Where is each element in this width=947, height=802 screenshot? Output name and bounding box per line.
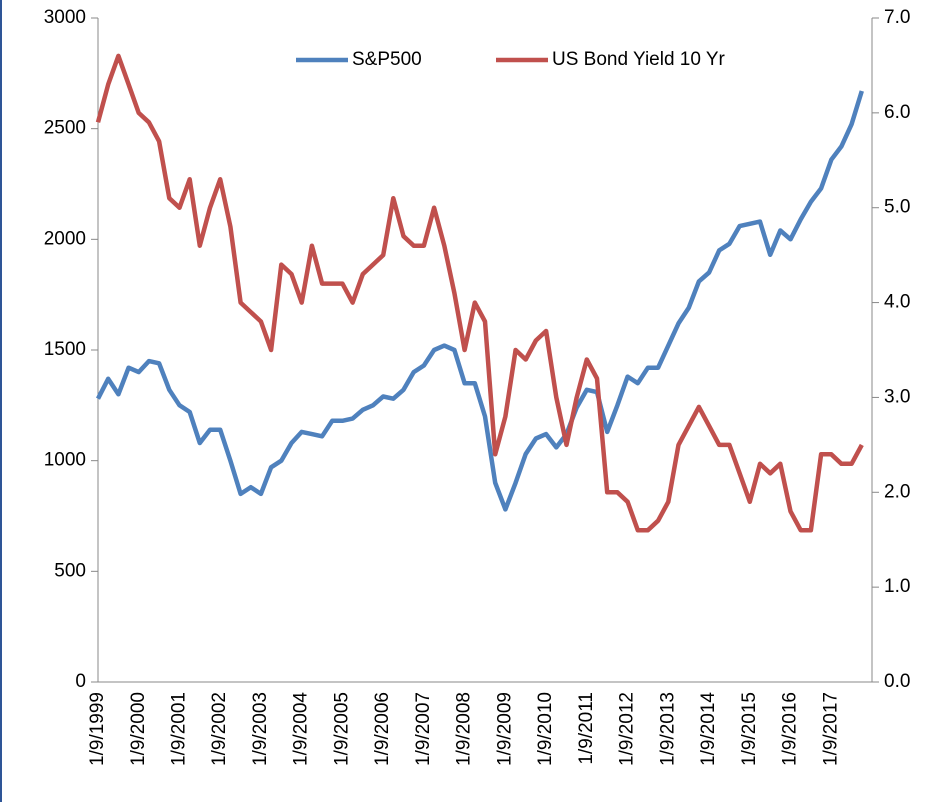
series-line (95, 53, 864, 533)
y-tick-label: 3000 (44, 7, 86, 28)
y2-tick-label: 4.0 (884, 292, 910, 313)
y-tick-label: 1000 (44, 450, 86, 471)
y-tick-label: 500 (54, 560, 86, 581)
legend-label: S&P500 (352, 49, 422, 70)
x-tick-label: 1/9/2003 (250, 692, 271, 766)
x-tick-label: 1/9/2016 (780, 692, 801, 766)
y2-tick-label: 1.0 (884, 576, 910, 597)
y2-tick-label: 6.0 (884, 102, 910, 123)
x-tick-label: 1/9/2010 (535, 692, 556, 766)
x-tick-label: 1/9/2017 (820, 692, 841, 766)
y2-tick-label: 7.0 (884, 7, 910, 28)
y2-tick-label: 5.0 (884, 197, 910, 218)
x-tick-label: 1/9/2005 (331, 692, 352, 766)
y-tick-label: 1500 (44, 339, 86, 360)
x-tick-label: 1/9/2000 (128, 692, 149, 766)
y-tick-label: 0 (75, 671, 86, 692)
x-tick-label: 1/9/2002 (209, 692, 230, 766)
x-tick-label: 1/9/2006 (372, 692, 393, 766)
x-tick-label: 1/9/2014 (698, 692, 719, 766)
x-tick-label: 1/9/2013 (657, 692, 678, 766)
series-line (95, 90, 864, 512)
x-tick-label: 1/9/2007 (413, 692, 434, 766)
x-tick-label: 1/9/2012 (617, 692, 638, 766)
y2-tick-label: 2.0 (884, 481, 910, 502)
x-tick-label: 1/9/2008 (454, 692, 475, 766)
legend-label: US Bond Yield 10 Yr (552, 49, 726, 70)
x-tick-label: 1/9/2001 (168, 692, 189, 766)
y-tick-label: 2500 (44, 118, 86, 139)
x-tick-label: 1/9/2015 (739, 692, 760, 766)
y-tick-label: 2000 (44, 228, 86, 249)
x-tick-label: 1/9/2009 (494, 692, 515, 766)
x-tick-label: 1/9/2011 (576, 692, 597, 765)
y2-tick-label: 3.0 (884, 386, 910, 407)
y2-tick-label: 0.0 (884, 671, 910, 692)
x-tick-label: 1/9/2004 (291, 692, 312, 766)
x-tick-label: 1/9/1999 (87, 692, 108, 766)
